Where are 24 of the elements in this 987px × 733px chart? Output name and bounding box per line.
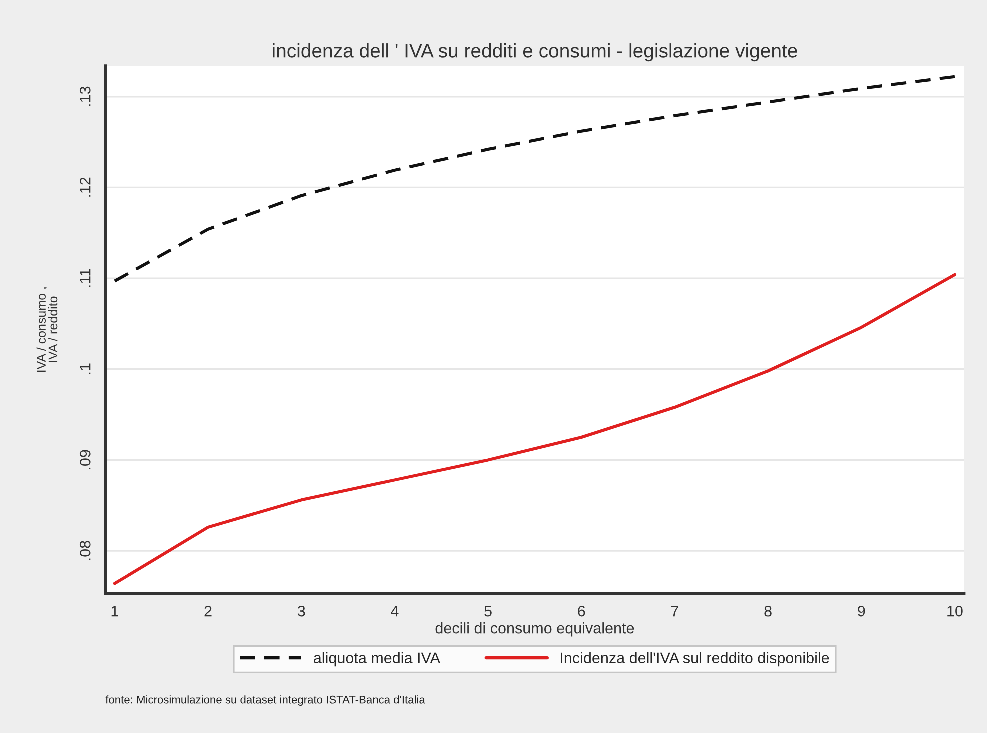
line-series [113,273,956,586]
x-tick-label: 5 [484,606,492,617]
y-tick-label: .09 [80,450,91,470]
y-tick-label: .12 [80,178,91,197]
y-tick-label: .1 [80,364,91,374]
y-tick-label: .08 [80,541,91,560]
chart-title: incidenza dell ' IVA su redditi e consumi - legislazione vigente [273,44,798,62]
legend-label: aliquota media IVA [314,652,440,667]
x-tick-label: 6 [578,606,586,617]
y-tick-label: .13 [80,86,91,106]
source-note: fonte: Microsimulazione su dataset integrato ISTAT-Banca d'Italia [106,696,426,706]
x-tick-label: 2 [204,606,212,617]
legend-label: Incidenza dell'IVA sul reddito disponibile [561,652,830,667]
x-tick-label: 1 [112,606,118,617]
x-axis-title: decili di consumo equivalente [436,622,634,637]
line-series [113,75,956,283]
x-tick-label: 4 [391,606,399,617]
x-tick-label: 7 [671,606,678,617]
x-tick-label: 9 [858,606,866,617]
x-tick-label: 8 [764,606,772,617]
y-tick-label: .11 [80,269,91,288]
x-tick-label: 10 [948,606,963,617]
y-axis-title: IVA / consumo , IVA / reddito [36,288,58,372]
x-tick-label: 3 [298,606,306,617]
